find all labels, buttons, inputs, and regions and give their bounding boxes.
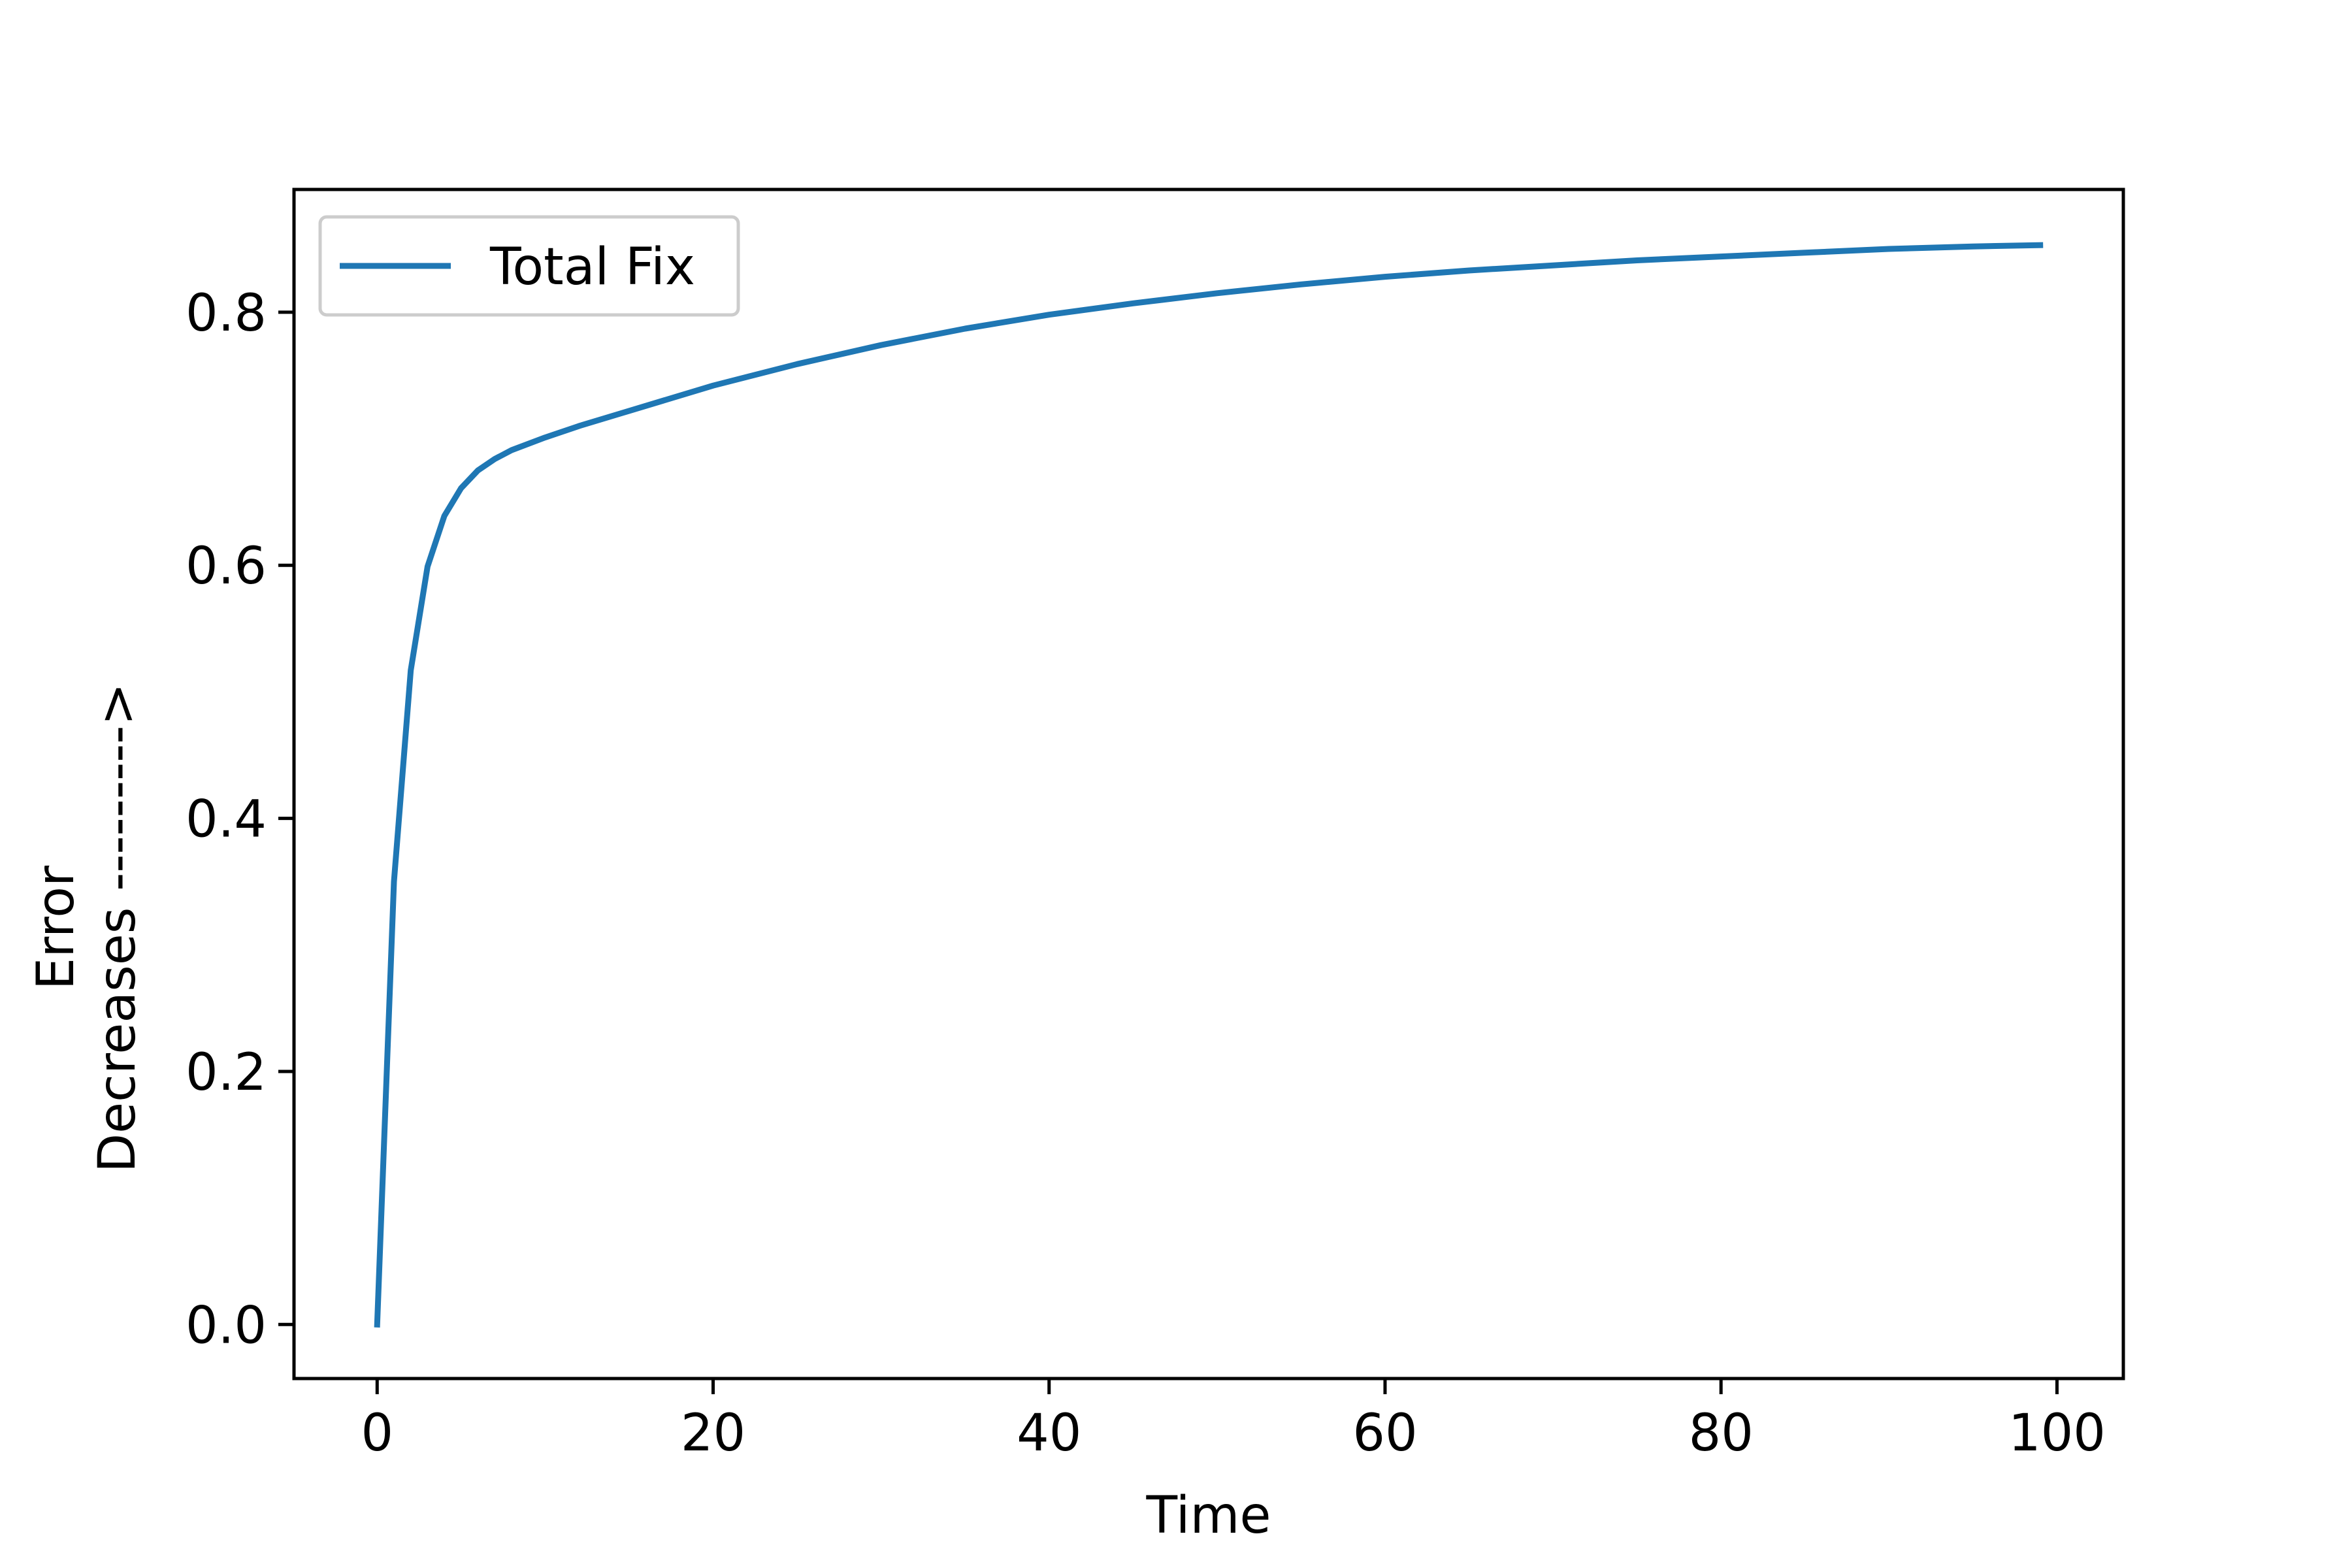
- x-tick-label: 100: [2008, 1404, 2106, 1463]
- y-axis-label-line-2: Decreases --------->: [88, 683, 147, 1173]
- axes-frame: [292, 188, 2125, 1380]
- x-tick-label: 80: [1689, 1404, 1754, 1463]
- x-tick-label: 60: [1352, 1404, 1417, 1463]
- y-tick-label: 0.2: [186, 1043, 267, 1102]
- x-tick-label: 20: [681, 1404, 745, 1463]
- y-tick-label: 0.4: [186, 791, 267, 849]
- legend-box: [318, 215, 740, 317]
- x-axis-label: Time: [1146, 1486, 1271, 1545]
- x-tick-label: 40: [1017, 1404, 1081, 1463]
- y-tick-label: 0.8: [186, 284, 267, 343]
- y-tick-label: 0.0: [186, 1296, 267, 1355]
- plot-area: [374, 242, 2044, 1328]
- legend-label: Total Fix: [489, 238, 695, 297]
- x-tick-label: 0: [361, 1404, 393, 1463]
- x-axis-ticks: 0 20 40 60 80 100: [361, 1379, 2106, 1463]
- y-tick-label: 0.6: [186, 537, 267, 596]
- y-axis-ticks: 0.0 0.2 0.4 0.6 0.8: [186, 284, 294, 1355]
- y-axis-label-line-1: Error: [27, 865, 86, 990]
- series-line-total-fix: [374, 242, 2044, 1328]
- legend: Total Fix: [318, 215, 740, 317]
